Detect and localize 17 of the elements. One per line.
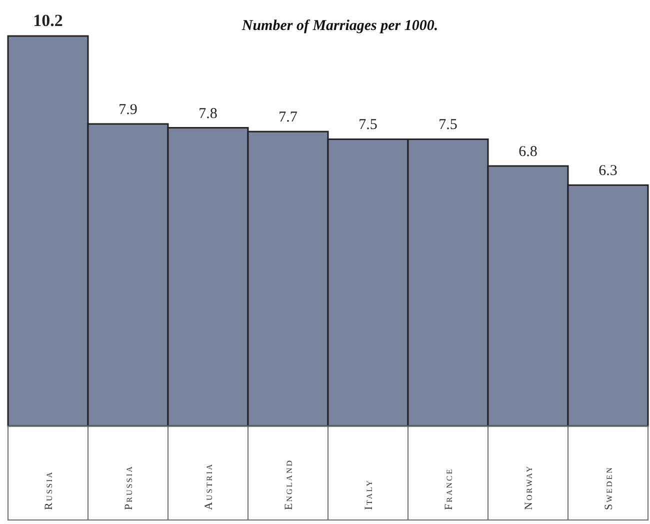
data-label: 7.5 (358, 117, 378, 134)
data-label: 10.2 (33, 11, 63, 30)
x-tick-label: Norway (523, 464, 535, 510)
data-label: 6.8 (518, 144, 538, 160)
data-label: 7.9 (118, 102, 138, 118)
x-tick-label: France (443, 468, 455, 510)
x-tick-label: Prussia (123, 464, 135, 510)
x-tick-label: England (283, 459, 295, 510)
data-label: 6.3 (598, 163, 618, 180)
data-label: 7.5 (438, 117, 458, 134)
x-tick-label: Sweden (603, 466, 615, 510)
chart-title: Number of Marriages per 1000. (240, 18, 438, 34)
data-label: 7.7 (278, 110, 298, 126)
data-label: 7.8 (198, 106, 218, 122)
x-tick-label: Austria (203, 462, 215, 510)
x-tick-label: Italy (363, 478, 375, 510)
x-tick-label: Russia (43, 470, 55, 510)
